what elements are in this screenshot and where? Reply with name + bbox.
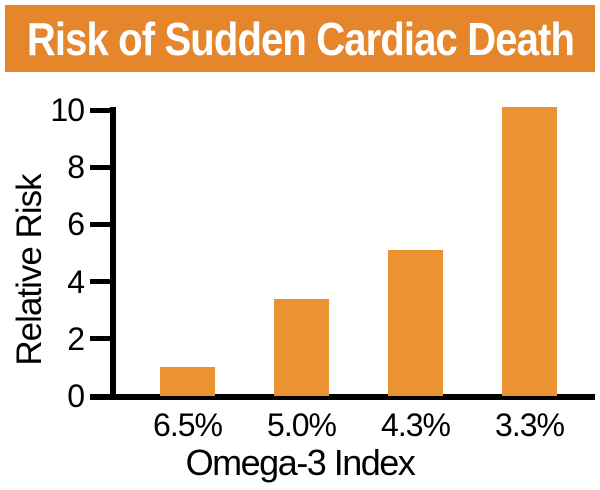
x-tick-label: 6.5%: [153, 407, 223, 443]
y-axis-line: [110, 107, 116, 400]
chart-title-banner: Risk of Sudden Cardiac Death: [5, 5, 595, 72]
y-tick-label: 8: [67, 149, 85, 186]
bar: [274, 298, 329, 396]
x-axis-line: [90, 394, 595, 400]
bar: [160, 367, 215, 396]
y-tick-label: 6: [67, 206, 85, 243]
y-tick-mark: [90, 221, 110, 227]
y-tick-label: 2: [67, 320, 85, 357]
bar: [388, 250, 443, 396]
x-tick-label: 4.3%: [381, 407, 451, 443]
x-tick-label: 5.0%: [267, 407, 337, 443]
y-tick-mark: [90, 107, 110, 113]
y-tick-label: 10: [50, 92, 85, 128]
y-tick-mark: [90, 393, 110, 399]
x-axis-title: Omega-3 Index: [185, 442, 416, 483]
y-tick-label: 0: [67, 378, 85, 414]
x-tick-label: 3.3%: [495, 407, 565, 443]
bar: [502, 107, 557, 396]
y-tick-mark: [90, 279, 110, 285]
chart-title: Risk of Sudden Cardiac Death: [26, 12, 574, 65]
y-tick-label: 4: [67, 263, 85, 300]
y-tick-mark: [90, 336, 110, 342]
y-tick-mark: [90, 164, 110, 170]
